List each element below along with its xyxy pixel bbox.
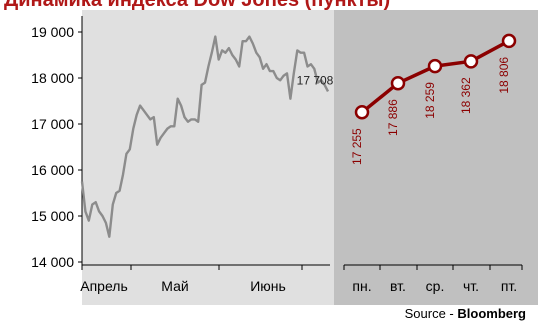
data-point	[354, 105, 370, 120]
x-tick-label-day: пт.	[501, 278, 517, 294]
data-point	[390, 75, 406, 91]
y-tick-label: 14 000	[31, 254, 74, 270]
data-label: 17 255	[350, 128, 364, 165]
left-series-line	[80, 35, 330, 238]
y-tick-label: 19 000	[31, 24, 74, 40]
x-tick-label-day: чт.	[463, 278, 479, 294]
x-tick-label-month: Июнь	[250, 278, 286, 294]
left-panel-background	[82, 10, 334, 305]
end-value-label: 17 708	[297, 73, 334, 87]
right-panel-background	[334, 10, 538, 305]
data-point	[427, 58, 443, 74]
y-tick-label: 17 000	[31, 116, 74, 132]
y-tick-label: 15 000	[31, 208, 74, 224]
data-label: 18 259	[423, 82, 437, 119]
chart-title: Динамика индекса Dow Jones (пункты)	[4, 0, 391, 11]
x-tick-label-month: Май	[161, 278, 188, 294]
source-note: Source - Bloomberg	[405, 306, 526, 321]
source-prefix: Source -	[404, 306, 458, 321]
data-point	[463, 54, 479, 69]
x-tick-label-day: пн.	[352, 278, 371, 294]
y-tick-label: 18 000	[31, 70, 74, 86]
x-tick-label-day: ср.	[426, 278, 445, 294]
data-label: 18 362	[459, 77, 473, 114]
data-point	[501, 33, 517, 49]
source-name: Bloomberg	[457, 306, 526, 321]
x-tick-label-day: вт.	[390, 278, 406, 294]
x-tick-label-month: Апрель	[80, 278, 128, 294]
dow-jones-chart: 14 000 15 000 16 000 17 000 18 000 19 000 Апр…	[31, 10, 538, 305]
data-label: 17 886	[386, 99, 400, 136]
y-tick-label: 16 000	[31, 162, 74, 178]
data-label: 18 806	[497, 57, 511, 94]
